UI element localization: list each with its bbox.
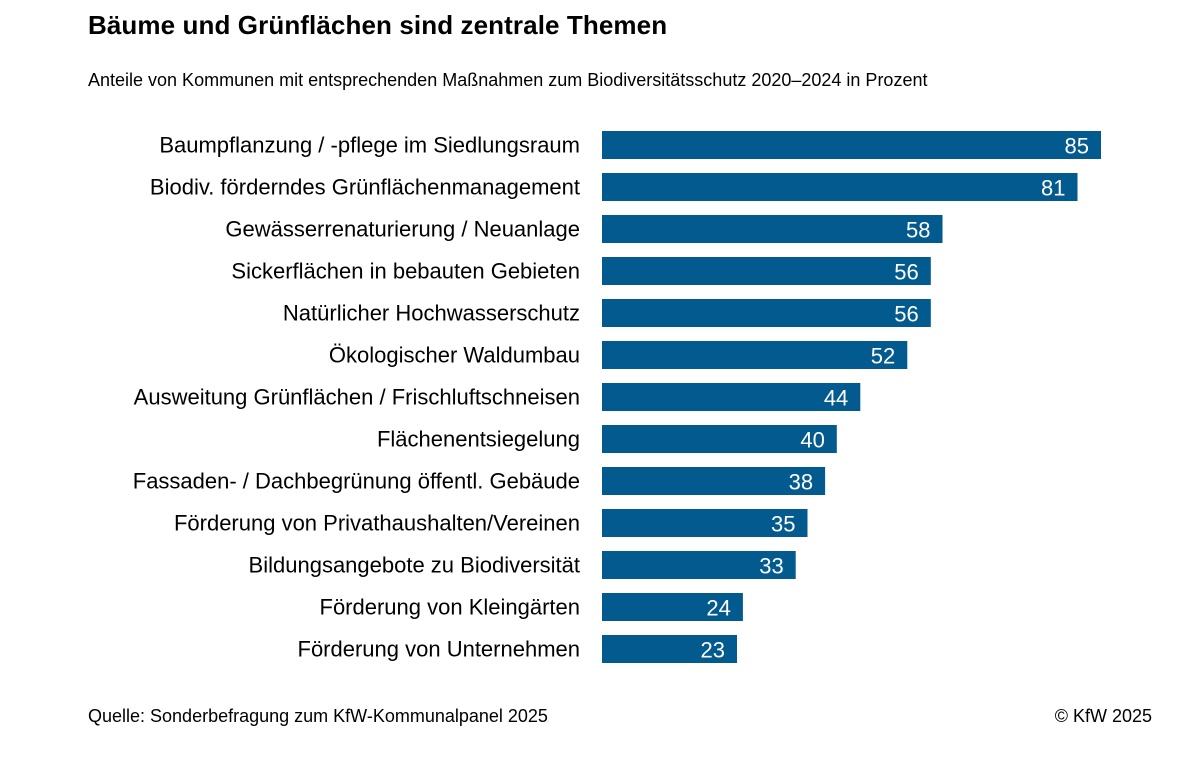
category-label: Gewässerrenaturierung / Neuanlage <box>225 217 580 242</box>
bar <box>602 131 1101 159</box>
source-note: Quelle: Sonderbefragung zum KfW-Kommunal… <box>88 706 548 726</box>
value-label: 56 <box>894 302 918 327</box>
value-label: 40 <box>800 428 824 453</box>
category-label: Flächenentsiegelung <box>377 427 580 452</box>
value-label: 35 <box>771 512 795 537</box>
bar <box>602 425 837 453</box>
category-label: Fassaden- / Dachbegrünung öffentl. Gebäu… <box>133 469 580 494</box>
bar <box>602 593 743 621</box>
value-label: 23 <box>701 638 725 663</box>
bar <box>602 299 931 327</box>
value-label: 44 <box>824 386 848 411</box>
bar <box>602 341 908 369</box>
value-label: 85 <box>1065 134 1089 159</box>
category-label: Natürlicher Hochwasserschutz <box>283 301 580 326</box>
bar <box>602 635 737 663</box>
copyright-note: © KfW 2025 <box>1054 706 1152 726</box>
bar <box>602 509 808 537</box>
bar <box>602 257 931 285</box>
category-label: Biodiv. förderndes Grünflächenmanagement <box>150 175 580 200</box>
bar <box>602 215 943 243</box>
chart-title: Bäume und Grünflächen sind zentrale Them… <box>88 10 668 40</box>
bar <box>602 467 826 495</box>
bar <box>602 551 796 579</box>
category-label: Bildungsangebote zu Biodiversität <box>249 553 580 578</box>
value-label: 81 <box>1041 176 1065 201</box>
category-label: Förderung von Privathaushalten/Vereinen <box>174 511 580 536</box>
value-label: 56 <box>894 260 918 285</box>
category-label: Förderung von Kleingärten <box>320 595 581 620</box>
value-label: 58 <box>906 218 930 243</box>
bar <box>602 173 1078 201</box>
category-label: Sickerflächen in bebauten Gebieten <box>231 259 580 284</box>
value-label: 38 <box>789 470 813 495</box>
category-label: Baumpflanzung / -pflege im Siedlungsraum <box>159 133 580 158</box>
category-label: Ökologischer Waldumbau <box>329 343 580 368</box>
value-label: 24 <box>706 596 730 621</box>
bar <box>602 383 861 411</box>
value-label: 52 <box>871 344 895 369</box>
category-label: Ausweitung Grünflächen / Frischluftschne… <box>134 385 580 410</box>
value-label: 33 <box>759 554 783 579</box>
chart-subtitle: Anteile von Kommunen mit entsprechenden … <box>88 70 928 90</box>
category-label: Förderung von Unternehmen <box>298 637 581 662</box>
